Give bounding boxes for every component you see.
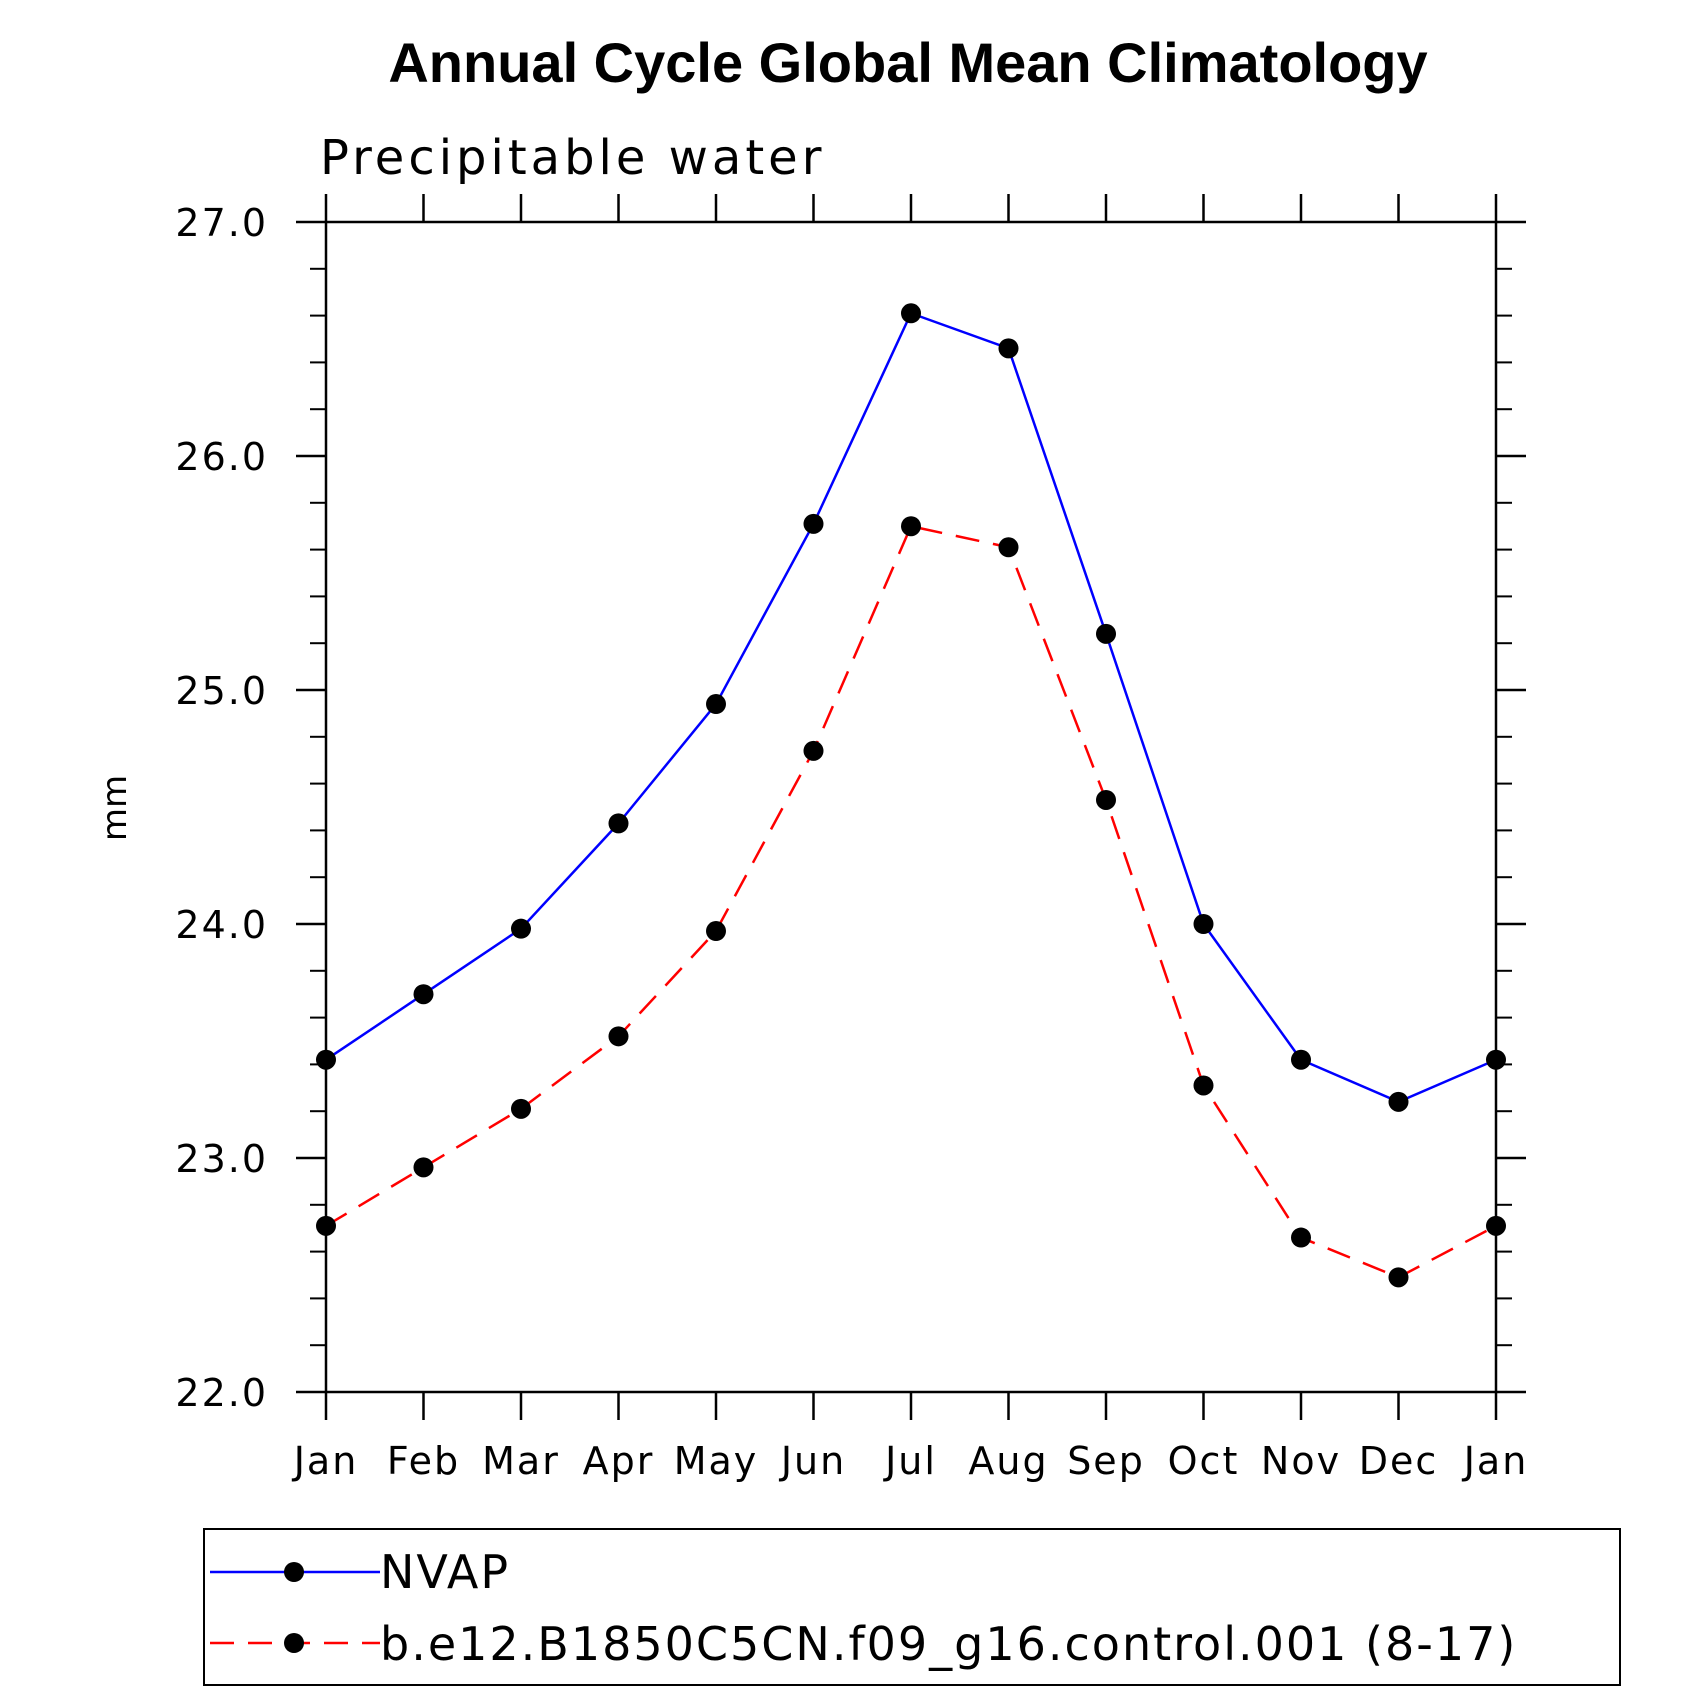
series-0-point (608, 813, 629, 834)
series-1-point (706, 921, 726, 942)
series-1-point (1388, 1267, 1409, 1288)
series-0-point (901, 303, 921, 324)
series-1-point (901, 516, 921, 537)
series-0-point (1291, 1049, 1311, 1070)
series-0-point (998, 338, 1019, 359)
y-tick-label: 24.0 (175, 903, 268, 947)
legend-label-control: b.e12.B1850C5CN.f09_g16.control.001 (8-1… (380, 1617, 1517, 1671)
series-1-point (511, 1098, 531, 1119)
x-tick-label: Apr (583, 1439, 655, 1483)
x-tick-label: Dec (1359, 1439, 1439, 1483)
chart-subtitle: Precipitable water (320, 130, 825, 186)
x-tick-label: May (674, 1439, 759, 1483)
series-1-point (998, 537, 1019, 558)
series-0-point (511, 918, 531, 939)
series-0-point (1193, 914, 1214, 934)
series-1-point (608, 1026, 629, 1047)
y-tick-label: 26.0 (175, 435, 268, 479)
legend-marker-nvap (284, 1562, 304, 1582)
series-0-point (1388, 1091, 1409, 1112)
x-tick-label: Mar (482, 1439, 560, 1483)
x-tick-label: Feb (387, 1439, 460, 1483)
axis-ticks (296, 194, 1526, 1420)
x-tick-label: Jan (1462, 1439, 1529, 1483)
plot-frame (324, 220, 1498, 1394)
series-0-point (706, 694, 726, 715)
x-tick-label: Nov (1261, 1439, 1341, 1483)
series-1-point (1096, 789, 1116, 810)
x-tick-label: Jun (779, 1439, 846, 1483)
series-0-point (1096, 623, 1116, 644)
axis-tick-labels: Jan Feb Mar Apr May Jun Jul Aug Sep Oct Nov Dec Jan 2… (175, 201, 1529, 1483)
y-tick-label: 27.0 (175, 201, 268, 245)
legend-marker-control (284, 1633, 304, 1653)
y-tick-label: 22.0 (175, 1371, 268, 1415)
x-tick-label: Oct (1168, 1439, 1240, 1483)
series-1-point (803, 740, 824, 761)
legend: NVAP b.e12.B1850C5CN.f09_g16.control.001… (203, 1528, 1621, 1686)
y-tick-label: 23.0 (175, 1137, 268, 1181)
series-0-point (803, 513, 824, 534)
series-1-point (1193, 1075, 1214, 1096)
series-1-point (413, 1157, 434, 1178)
series-line-1 (325, 524, 1497, 1279)
series-1-point (1291, 1227, 1311, 1248)
x-tick-label: Jul (883, 1439, 937, 1483)
series-line-0 (325, 311, 1497, 1104)
x-tick-label: Jan (292, 1439, 359, 1483)
series-layer (316, 303, 1506, 1288)
legend-box (203, 1528, 1621, 1686)
series-0-point (413, 984, 434, 1005)
x-tick-label: Sep (1067, 1439, 1145, 1483)
y-tick-label: 25.0 (175, 669, 268, 713)
x-tick-label: Aug (968, 1439, 1048, 1483)
chart-title: Annual Cycle Global Mean Climatology (388, 31, 1427, 94)
legend-label-nvap: NVAP (380, 1545, 510, 1599)
y-axis-label: mm (95, 775, 135, 841)
